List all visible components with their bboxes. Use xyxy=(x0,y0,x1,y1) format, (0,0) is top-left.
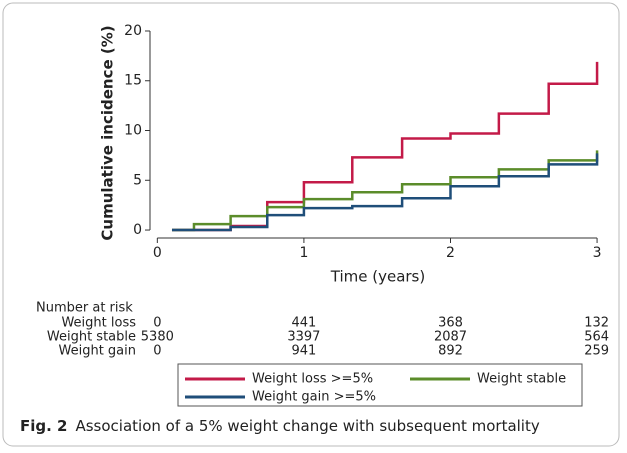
frame xyxy=(2,2,620,447)
x-tick-label: 3 xyxy=(593,245,602,261)
risk-row-label: Weight stable xyxy=(47,330,136,345)
legend-label: Weight gain >=5% xyxy=(252,390,376,405)
y-tick-label: 15 xyxy=(124,73,142,89)
x-tick-label: 1 xyxy=(299,245,308,261)
risk-count: 259 xyxy=(584,344,609,359)
y-axis-label: Cumulative incidence (%) xyxy=(99,25,117,240)
risk-count: 941 xyxy=(291,344,316,359)
risk-count: 368 xyxy=(438,316,463,331)
risk-row-label: Weight gain xyxy=(59,344,137,359)
legend-label: Weight loss >=5% xyxy=(252,372,373,387)
risk-row-label: Weight loss xyxy=(61,316,136,331)
x-axis-label: Time (years) xyxy=(330,268,425,286)
y-tick-label: 10 xyxy=(124,123,142,139)
risk-count: 3397 xyxy=(287,330,320,345)
legend-label: Weight stable xyxy=(477,372,566,387)
caption: Fig. 2 Association of a 5% weight change … xyxy=(20,417,540,435)
y-tick-label: 0 xyxy=(133,222,142,238)
risk-count: 0 xyxy=(153,316,161,331)
risk-count: 5380 xyxy=(141,330,174,345)
risk-count: 564 xyxy=(584,330,609,345)
y-tick-label: 5 xyxy=(133,172,142,188)
series-line xyxy=(171,153,599,232)
risk-title: Number at risk xyxy=(36,301,133,316)
risk-count: 441 xyxy=(291,316,316,331)
risk-count: 2087 xyxy=(434,330,467,345)
caption-label: Fig. 2 xyxy=(20,417,67,435)
legend-box xyxy=(177,363,583,407)
y-tick-label: 20 xyxy=(124,23,142,39)
risk-count: 132 xyxy=(584,316,609,331)
series-line xyxy=(171,150,599,232)
risk-count: 892 xyxy=(438,344,463,359)
risk-count: 0 xyxy=(153,344,161,359)
caption-text: Association of a 5% weight change with s… xyxy=(75,417,539,435)
x-tick-label: 0 xyxy=(153,245,162,261)
x-tick-label: 2 xyxy=(446,245,455,261)
